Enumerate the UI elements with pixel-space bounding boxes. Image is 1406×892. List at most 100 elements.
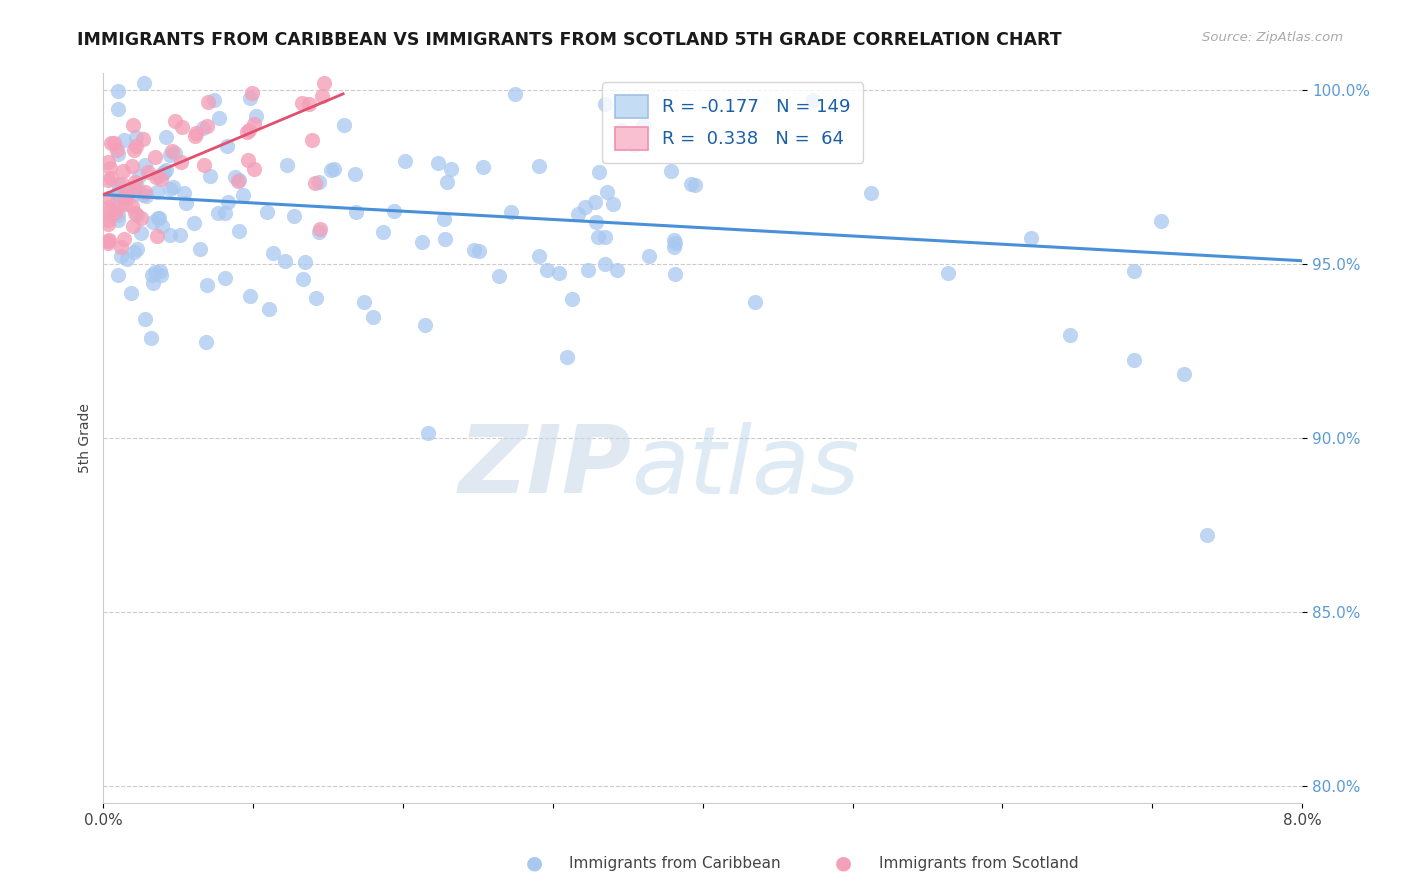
Point (588, 165, 610, 179)
Point (121, 118, 143, 132)
Point (155, 163, 177, 178)
Point (588, 230, 610, 244)
Point (637, 249, 659, 263)
Point (859, 186, 882, 200)
Text: Source: ZipAtlas.com: Source: ZipAtlas.com (1202, 31, 1343, 45)
Point (97, 235, 120, 249)
Point (152, 166, 174, 180)
Point (112, 190, 135, 204)
Point (602, 197, 624, 211)
Point (107, 146, 129, 161)
Point (384, 204, 406, 219)
Point (294, 255, 316, 269)
Point (98, 204, 121, 219)
Point (103, 136, 125, 151)
Point (131, 211, 153, 225)
Point (471, 160, 494, 174)
Point (596, 185, 619, 199)
Point (169, 228, 191, 243)
Point (97, 173, 120, 187)
Point (155, 129, 177, 144)
Point (110, 240, 132, 254)
Point (283, 209, 305, 223)
Point (301, 133, 323, 147)
Point (436, 176, 458, 190)
Point (226, 174, 249, 188)
Point (97, 236, 120, 251)
Point (567, 206, 589, 220)
Point (191, 120, 214, 135)
Point (242, 161, 264, 176)
Point (117, 187, 139, 202)
Point (122, 143, 145, 157)
Point (122, 219, 145, 233)
Point (100, 171, 122, 186)
Point (1059, 328, 1081, 343)
Point (373, 225, 395, 239)
Point (172, 120, 194, 135)
Point (150, 172, 173, 186)
Point (744, 295, 766, 310)
Point (555, 350, 578, 364)
Point (1173, 367, 1195, 381)
Point (159, 182, 181, 196)
Point (214, 206, 236, 220)
Point (188, 242, 211, 256)
Point (214, 271, 236, 285)
Point (127, 179, 149, 194)
Point (204, 93, 226, 107)
Point (353, 294, 375, 309)
Point (107, 186, 129, 200)
Text: ●: ● (526, 854, 543, 873)
Point (308, 225, 330, 239)
Point (207, 206, 229, 220)
Point (308, 175, 330, 189)
Point (232, 188, 254, 202)
Point (936, 266, 959, 280)
Point (394, 153, 416, 168)
Point (576, 263, 599, 277)
Point (124, 206, 146, 220)
Point (623, 137, 645, 152)
Point (107, 102, 129, 116)
Point (107, 192, 129, 206)
Point (236, 125, 259, 139)
Point (124, 130, 146, 145)
Point (146, 229, 169, 244)
Point (440, 161, 463, 176)
Point (547, 266, 569, 280)
Text: Immigrants from Scotland: Immigrants from Scotland (879, 856, 1078, 871)
Text: Immigrants from Caribbean: Immigrants from Caribbean (569, 856, 782, 871)
Point (97, 200, 120, 214)
Point (148, 211, 170, 225)
Point (114, 191, 136, 205)
Point (527, 160, 550, 174)
Point (593, 256, 616, 270)
Point (433, 211, 456, 226)
Point (343, 167, 366, 181)
Point (583, 195, 606, 210)
Point (595, 96, 617, 111)
Point (97, 191, 120, 205)
Point (606, 263, 628, 277)
Point (333, 118, 356, 132)
Point (631, 119, 654, 133)
Point (169, 155, 191, 169)
Point (427, 156, 450, 170)
Point (141, 268, 163, 283)
Point (193, 158, 215, 172)
Point (1123, 353, 1146, 368)
Point (413, 318, 436, 332)
Point (115, 252, 138, 266)
Point (529, 249, 551, 263)
Point (311, 88, 333, 103)
Text: atlas: atlas (631, 422, 859, 513)
Point (125, 139, 148, 153)
Point (107, 209, 129, 223)
Point (194, 335, 217, 350)
Point (195, 119, 218, 133)
Point (97, 154, 120, 169)
Point (112, 232, 135, 246)
Point (121, 188, 143, 202)
Point (159, 228, 181, 243)
